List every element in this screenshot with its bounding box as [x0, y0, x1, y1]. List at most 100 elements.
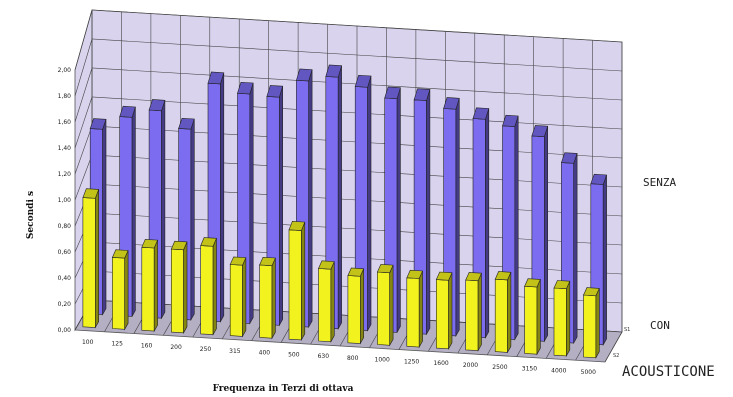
bar-con-800	[347, 267, 365, 345]
x-tick-label: 630	[318, 353, 330, 360]
bar-con-315	[229, 256, 247, 338]
bar-front-face	[229, 264, 243, 337]
x-tick-label: 1600	[433, 360, 448, 367]
bar-front-face	[435, 279, 449, 350]
bar-side-face	[183, 241, 188, 334]
bar-top-face	[266, 85, 284, 98]
bar-con-100	[82, 188, 100, 329]
bar-front-face	[553, 287, 567, 357]
x-tick-label: 3150	[522, 366, 537, 373]
bar-side-face	[455, 98, 460, 338]
bar-top-face	[148, 99, 166, 112]
bar-top-face	[288, 220, 306, 231]
bar-top-face	[259, 256, 276, 267]
bar-front-face	[318, 268, 332, 343]
series-label-senza: SENZA	[643, 176, 676, 189]
bar-top-face	[119, 105, 136, 118]
bar-side-face	[595, 288, 600, 359]
bar-top-face	[560, 152, 578, 164]
depth-label-s1: S1	[624, 327, 630, 333]
bar-con-3150	[524, 278, 541, 356]
x-tick-label: 125	[111, 341, 123, 348]
x-tick-label: 200	[170, 344, 182, 351]
bar-side-face	[448, 272, 453, 350]
bar-side-face	[242, 257, 247, 338]
y-tick-label: 1,00	[58, 197, 72, 204]
bar-front-face	[406, 277, 420, 348]
x-axis-title: Frequenza in Terzi di ottava	[213, 384, 354, 394]
bar-side-face	[514, 115, 519, 341]
bar-side-face	[301, 221, 306, 342]
bar-front-face	[141, 246, 155, 332]
bar-side-face	[102, 119, 107, 316]
bar-side-face	[396, 87, 401, 333]
bar-top-face	[524, 278, 541, 288]
bar-top-face	[178, 117, 195, 130]
bar-side-face	[426, 89, 431, 336]
x-tick-label: 400	[259, 350, 271, 357]
bar-side-face	[161, 100, 166, 320]
bar-side-face	[153, 239, 158, 333]
bar-side-face	[536, 279, 541, 356]
bar-side-face	[507, 272, 512, 354]
bar-top-face	[435, 271, 453, 281]
x-tick-label: 2000	[463, 362, 478, 369]
y-tick-label: 0,80	[58, 223, 72, 230]
x-tick-label: 100	[82, 339, 94, 346]
bar-side-face	[566, 281, 571, 358]
bar-front-face	[112, 257, 125, 330]
bar-top-face	[494, 271, 512, 281]
bar-side-face	[220, 72, 225, 323]
bar-top-face	[384, 86, 401, 100]
bar-top-face	[354, 74, 372, 88]
bar-side-face	[131, 106, 136, 317]
bar-side-face	[389, 264, 394, 347]
bar-top-face	[170, 240, 188, 251]
y-tick-label: 1,80	[58, 93, 72, 100]
series-label-acousticone: ACOUSTICONE	[622, 364, 715, 380]
bar-top-face	[413, 88, 431, 101]
x-tick-label: 315	[229, 348, 241, 355]
bar-side-face	[124, 250, 129, 331]
bar-top-face	[376, 264, 394, 274]
bar-side-face	[602, 174, 607, 346]
x-axis-ticks: 100 125 160 200 250 315 400 500 630 800 1000 1250 16…	[82, 339, 596, 376]
y-tick-label: 1,60	[58, 119, 72, 126]
bar-top-face	[325, 64, 342, 78]
bar-top-face	[237, 81, 254, 95]
y-axis-title: Secondi s	[26, 191, 36, 239]
bar-top-face	[472, 107, 490, 120]
bar-con-500	[288, 220, 306, 342]
bar-con-1600	[435, 271, 453, 350]
bar-con-2500	[494, 271, 512, 354]
bar-front-face	[524, 285, 538, 355]
bar-front-face	[494, 278, 508, 353]
bar-front-face	[200, 245, 214, 335]
bar-top-face	[583, 287, 600, 297]
y-tick-label: 1,40	[58, 145, 72, 152]
bar-front-face	[583, 294, 597, 359]
y-axis-ticks: 0,00 0,20 0,40 0,60 0,80 1,00 1,20 1,40 1,60 1,80…	[58, 67, 72, 334]
x-tick-label: 2500	[492, 364, 507, 371]
bar-top-face	[465, 272, 482, 282]
x-tick-label: 5000	[581, 369, 596, 376]
bar-side-face	[271, 257, 276, 340]
x-tick-label: 160	[141, 342, 153, 349]
bar-front-face	[82, 197, 96, 328]
bar-top-face	[590, 173, 608, 185]
x-tick-label: 1000	[375, 357, 390, 364]
y-tick-label: 2,00	[58, 67, 72, 74]
bar-con-125	[111, 249, 129, 331]
bar-side-face	[190, 118, 195, 322]
bar-side-face	[485, 108, 490, 339]
bar-top-face	[406, 269, 424, 279]
bar-con-1250	[406, 269, 424, 349]
y-tick-label: 0,00	[58, 327, 72, 334]
bar-top-face	[318, 260, 335, 270]
bar-front-face	[347, 275, 361, 344]
bar-top-face	[111, 249, 129, 259]
bar-side-face	[337, 65, 342, 330]
bar-top-face	[296, 68, 313, 82]
bar-side-face	[367, 75, 372, 332]
